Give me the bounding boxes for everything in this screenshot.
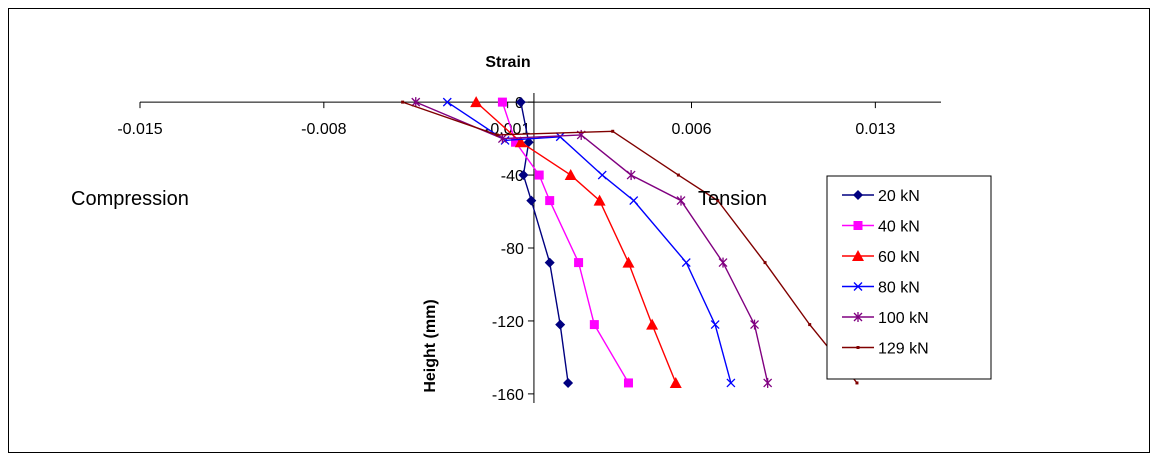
data-point (611, 129, 615, 133)
data-point (574, 258, 584, 268)
data-point (763, 377, 773, 388)
data-point (564, 169, 577, 181)
data-point (593, 194, 606, 206)
series-20-kn (515, 97, 574, 388)
legend-entry: 20 kN (842, 188, 920, 205)
data-point (515, 97, 526, 108)
data-point (511, 137, 521, 147)
series-layer (401, 96, 859, 388)
data-point (629, 196, 639, 206)
legend-entry: 40 kN (842, 219, 920, 236)
series-line (446, 101, 732, 384)
y-tick-label: -40 (501, 168, 524, 185)
data-point (411, 97, 421, 108)
data-point (669, 376, 682, 388)
data-point (676, 195, 686, 206)
data-point (853, 221, 863, 230)
y-tick-label: -160 (492, 387, 524, 404)
data-point (622, 256, 635, 268)
y-tick-label: -80 (501, 241, 524, 258)
x-tick-label: -0.008 (301, 121, 346, 138)
x-tick-label: 0.006 (671, 121, 711, 138)
data-point (853, 312, 863, 322)
data-point (856, 346, 860, 349)
x-tick-label: -0.015 (117, 121, 162, 138)
series-40-kn (497, 97, 633, 388)
legend-entry: 80 kN (842, 280, 920, 297)
data-point (545, 196, 555, 206)
data-point (716, 199, 720, 203)
data-point (526, 195, 537, 206)
legend-entry: 129 kN (842, 341, 929, 358)
data-point (497, 97, 507, 107)
data-point (442, 97, 452, 107)
data-point (853, 190, 863, 200)
data-point (855, 381, 859, 385)
data-point (495, 133, 499, 137)
data-point (646, 318, 659, 330)
y-tick-label: -120 (492, 314, 524, 331)
data-point (470, 96, 483, 108)
chart-frame: -0.015-0.008-0.0010.0060.0130-40-80-120-… (8, 8, 1150, 453)
data-point (763, 261, 767, 265)
legend-items: 20 kN 40 kN 60 kN 80 kN 100 kN 129 kN (842, 188, 929, 358)
data-point (808, 323, 812, 327)
data-point (676, 173, 680, 177)
legend-entry: 60 kN (842, 249, 920, 266)
annotation-compression: Compression (71, 188, 189, 210)
data-point (518, 170, 529, 181)
data-point (523, 137, 534, 148)
data-point (555, 132, 565, 142)
data-point (555, 319, 566, 330)
legend-box (826, 175, 992, 380)
data-point (718, 257, 728, 268)
series-129-kn (401, 100, 859, 385)
data-point (626, 170, 636, 181)
data-point (589, 320, 599, 330)
series-100-kn (411, 97, 773, 388)
legend-label: 129 kN (878, 341, 929, 358)
data-point (710, 320, 720, 330)
data-point (514, 136, 527, 148)
data-point (623, 378, 633, 388)
line-chart: -0.015-0.008-0.0010.0060.0130-40-80-120-… (71, 54, 992, 404)
series-line (402, 101, 858, 384)
data-point (852, 250, 864, 261)
data-point (563, 377, 574, 388)
data-point (726, 378, 736, 388)
series-60-kn (470, 96, 682, 388)
legend-label: 80 kN (878, 280, 920, 297)
data-point (544, 257, 555, 268)
x-axis-title: Strain (485, 54, 530, 71)
annotation-tension: Tension (698, 188, 767, 210)
legend-label: 20 kN (878, 188, 920, 205)
legend-label: 100 kN (878, 310, 929, 327)
legend: 20 kN 40 kN 60 kN 80 kN 100 kN 129 kN (826, 175, 992, 380)
series-line (415, 101, 769, 384)
legend-entry: 100 kN (842, 310, 929, 327)
data-point (750, 319, 759, 330)
x-tick-label: 0.013 (855, 121, 895, 138)
legend-label: 60 kN (878, 249, 920, 266)
data-point (597, 170, 607, 180)
data-point (853, 282, 863, 291)
data-point (534, 170, 544, 180)
y-axis-title: Height (mm) (422, 299, 439, 392)
legend-label: 40 kN (878, 219, 920, 236)
data-point (401, 100, 405, 104)
data-point (681, 258, 691, 268)
